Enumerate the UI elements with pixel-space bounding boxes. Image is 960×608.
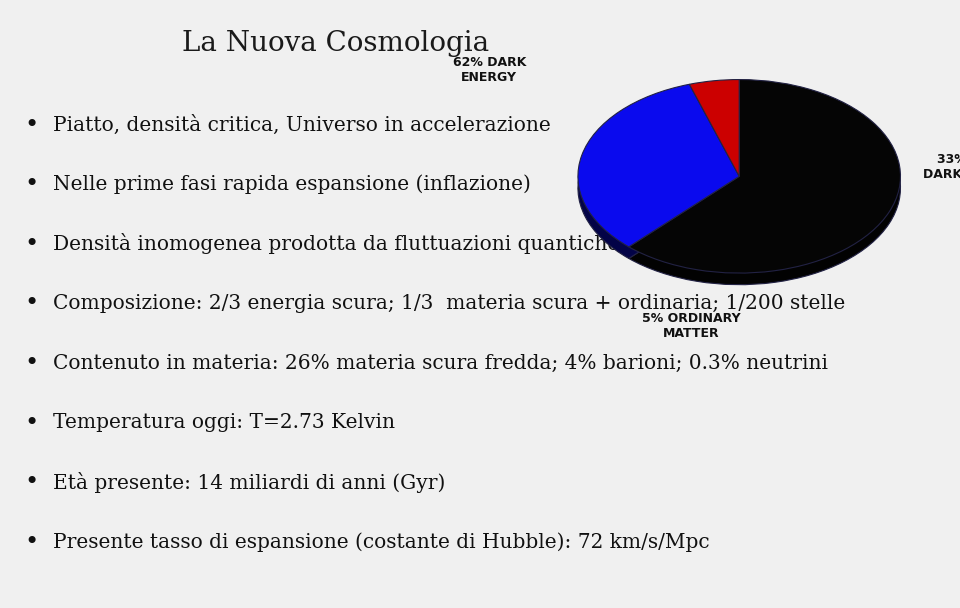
- Text: Nelle prime fasi rapida espansione (inflazione): Nelle prime fasi rapida espansione (infl…: [53, 174, 531, 194]
- Text: Presente tasso di espansione (costante di Hubble): 72 km/s/Mpc: Presente tasso di espansione (costante d…: [53, 532, 709, 551]
- Text: •: •: [24, 291, 38, 316]
- Text: Composizione: 2/3 energia scura; 1/3  materia scura + ordinaria; 1/200 stelle: Composizione: 2/3 energia scura; 1/3 mat…: [53, 294, 845, 313]
- Text: •: •: [24, 172, 38, 196]
- Wedge shape: [578, 85, 739, 247]
- Text: Contenuto in materia: 26% materia scura fredda; 4% barioni; 0.3% neutrini: Contenuto in materia: 26% materia scura …: [53, 353, 828, 373]
- Text: 33% COLD
DARK MATTER: 33% COLD DARK MATTER: [923, 153, 960, 181]
- Wedge shape: [578, 96, 739, 258]
- Text: Piatto, densità critica, Universo in accelerazione: Piatto, densità critica, Universo in acc…: [53, 114, 550, 135]
- Text: Età presente: 14 miliardi di anni (Gyr): Età presente: 14 miliardi di anni (Gyr): [53, 472, 445, 492]
- Text: •: •: [24, 470, 38, 494]
- Text: La Nuova Cosmologia: La Nuova Cosmologia: [182, 30, 490, 57]
- Wedge shape: [689, 91, 739, 188]
- Wedge shape: [629, 80, 900, 273]
- Text: •: •: [24, 410, 38, 435]
- Text: 5% ORDINARY
MATTER: 5% ORDINARY MATTER: [641, 313, 740, 340]
- Text: •: •: [24, 112, 38, 137]
- Text: •: •: [24, 232, 38, 256]
- Text: 62% DARK
ENERGY: 62% DARK ENERGY: [452, 56, 526, 84]
- Text: •: •: [24, 530, 38, 554]
- Text: Temperatura oggi: T=2.73 Kelvin: Temperatura oggi: T=2.73 Kelvin: [53, 413, 395, 432]
- Text: Densità inomogenea prodotta da fluttuazioni quantiche durante l’inflazione: Densità inomogenea prodotta da fluttuazi…: [53, 233, 825, 254]
- Wedge shape: [689, 80, 739, 176]
- Text: •: •: [24, 351, 38, 375]
- Wedge shape: [629, 91, 900, 285]
